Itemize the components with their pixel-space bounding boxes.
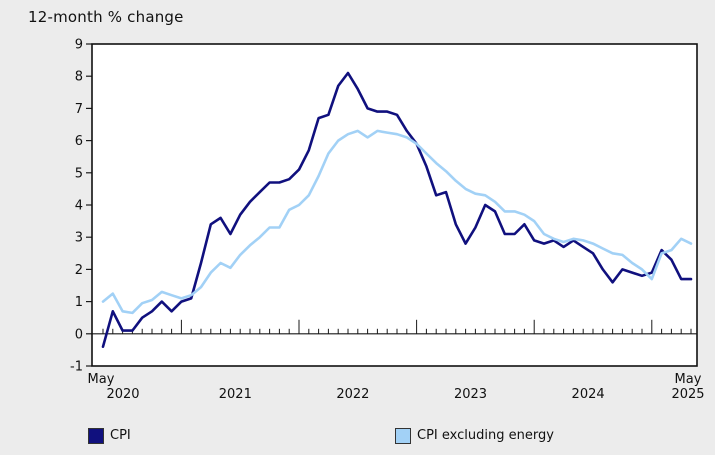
y-axis-tick-label: 3 [75, 231, 83, 246]
x-axis-year-label: 2024 [572, 387, 605, 402]
legend-item-cpi: CPI [88, 427, 131, 444]
x-axis-end-year-label: 2025 [671, 387, 704, 402]
x-axis-year-label: 2022 [336, 387, 369, 402]
cpi-line [101, 71, 693, 349]
legend-label-cpi-excluding-energy: CPI excluding energy [417, 428, 554, 443]
legend-label-cpi: CPI [110, 428, 131, 443]
x-axis-year-label: 2023 [454, 387, 487, 402]
y-axis-tick-label: 2 [75, 263, 83, 278]
y-axis-tick-label: 4 [75, 199, 83, 214]
plot-frame [91, 43, 698, 367]
y-axis-tick-label: 5 [75, 166, 83, 181]
legend-swatch-cpi [88, 427, 104, 444]
y-axis-tick-label: 6 [75, 134, 83, 149]
y-axis-tick-label: 9 [75, 38, 83, 53]
y-axis-tick-label: 7 [75, 102, 83, 117]
y-axis-tick-label: 0 [75, 327, 83, 342]
y-axis-tick-label: 1 [75, 295, 83, 310]
legend-swatch-cpi-excluding-energy [395, 427, 411, 444]
x-axis-start-month-label: May [88, 372, 115, 387]
x-axis-year-label: 2021 [219, 387, 252, 402]
y-axis-tick-label: 8 [75, 70, 83, 85]
x-axis-start-year-label: 2020 [106, 387, 139, 402]
chart-title: 12-month % change [28, 8, 184, 26]
legend: CPI CPI excluding energy [0, 427, 715, 447]
plot-area [92, 44, 697, 366]
y-axis-tick-label: -1 [70, 360, 83, 375]
cpi-excluding-energy-line [101, 129, 693, 315]
x-axis-end-month-label: May [675, 372, 702, 387]
legend-item-cpi-excluding-energy: CPI excluding energy [395, 427, 554, 444]
